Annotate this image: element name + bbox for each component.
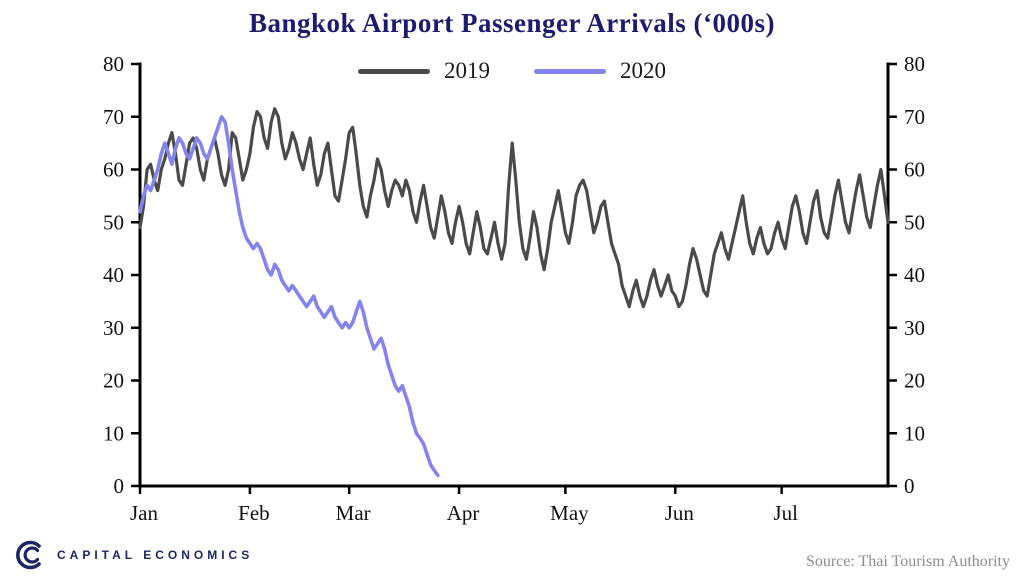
y-tick-label-left: 70 [103, 105, 124, 129]
source-note: Source: Thai Tourism Authority [805, 553, 1010, 570]
x-tick-label: Jul [773, 501, 798, 525]
series-lines [138, 107, 890, 478]
axes [138, 62, 890, 488]
brand-logo: CAPITAL ECONOMICS [12, 537, 253, 573]
x-tick-label: Feb [238, 501, 270, 525]
y-tick-label-left: 0 [114, 474, 125, 498]
y-tick-label-left: 50 [103, 210, 124, 234]
y-tick-label-right: 60 [904, 158, 925, 182]
y-tick-label-right: 70 [904, 105, 925, 129]
y-tick-label-left: 40 [103, 263, 124, 287]
x-tick-label: Jun [665, 501, 695, 525]
y-tick-label-right: 0 [904, 474, 915, 498]
chart-title: Bangkok Airport Passenger Arrivals (‘000… [249, 8, 775, 38]
x-tick-label: Apr [447, 501, 480, 525]
legend-label-2020: 2020 [620, 58, 666, 83]
legend-item-2020: 2020 [534, 58, 666, 84]
y-tick-label-left: 10 [103, 421, 124, 445]
x-tick-label: Mar [336, 501, 371, 525]
y-tick-label-left: 80 [103, 52, 124, 76]
chart-legend: 2019 2020 [358, 58, 666, 84]
y-tick-label-right: 80 [904, 52, 925, 76]
capital-economics-logo-icon [16, 540, 41, 570]
brand-name: CAPITAL ECONOMICS [57, 548, 254, 562]
legend-item-2019: 2019 [358, 58, 490, 84]
y-tick-label-right: 20 [904, 369, 925, 393]
x-tick-label: Jan [130, 501, 158, 525]
axis-ticks [131, 62, 897, 494]
series-2019-line [138, 107, 890, 309]
y-tick-label-right: 10 [904, 421, 925, 445]
y-tick-label-left: 60 [103, 158, 124, 182]
series-2020-line [138, 115, 440, 478]
legend-swatch-2020 [534, 68, 606, 74]
y-tick-label-left: 30 [103, 316, 124, 340]
legend-label-2019: 2019 [444, 58, 490, 83]
y-tick-label-right: 40 [904, 263, 925, 287]
legend-swatch-2019 [358, 68, 430, 74]
y-tick-label-right: 30 [904, 316, 925, 340]
y-tick-label-left: 20 [103, 369, 124, 393]
y-tick-label-right: 50 [904, 210, 925, 234]
x-tick-label: May [550, 501, 589, 525]
